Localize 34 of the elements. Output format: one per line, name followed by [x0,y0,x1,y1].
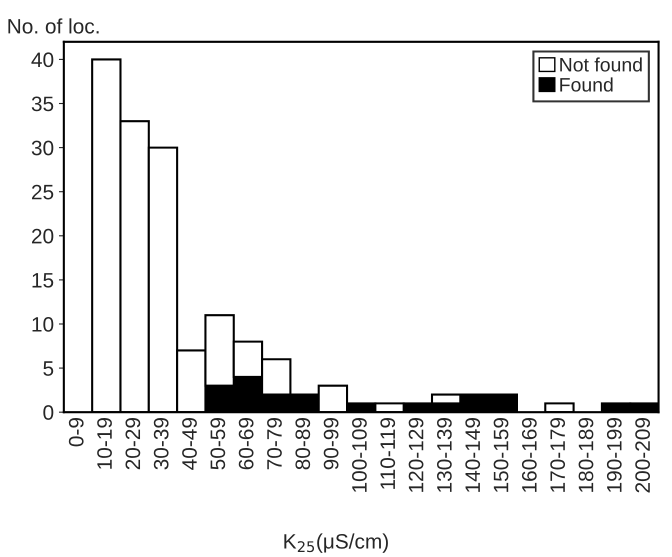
x-tick-label: 90-99 [324,418,338,470]
x-tick-label: 80-89 [295,418,310,470]
y-tick-label: 40 [31,52,54,68]
y-tick-label: 10 [32,316,54,332]
y-tick-label: 20 [32,228,54,244]
y-tick-label: 15 [32,273,54,288]
y-tick-label: 5 [43,361,54,376]
x-tick-label: 60-69 [238,418,254,470]
x-tick-label: 70-79 [267,418,282,470]
x-tick-label: 170-179 [550,418,566,492]
x-tick-label: 0-9 [68,418,84,446]
x-tick-label: 160-169 [522,418,537,492]
y-axis-title: No. of loc. [8,18,99,34]
x-tick-label: 150-159 [494,418,508,492]
x-tick-label: 120-129 [408,418,424,492]
y-tick-label: 25 [32,184,54,200]
legend-label: Found [560,77,613,92]
x-tick-label: 100-109 [352,418,367,492]
x-tick-label: 200-209 [635,418,650,492]
x-tick-label: 180-189 [578,418,594,492]
legend-label: Not found [560,57,642,72]
x-axis-title: K$_{25}$(μS/cm) [284,533,388,553]
x-tick-label: 30-39 [154,418,169,470]
x-tick-label: 110-119 [380,418,396,489]
x-tick-label: 10-19 [97,418,112,469]
x-tick-label: 130-139 [437,418,452,492]
x-tick-label: 20-29 [125,418,140,470]
y-tick-label: 35 [32,96,54,112]
y-tick-label: 30 [32,140,54,156]
x-tick-label: 190-199 [606,418,622,492]
x-tick-label: 140-149 [465,418,480,492]
x-tick-label: 40-49 [182,418,197,470]
y-tick-label: 0 [43,405,54,420]
x-tick-label: 50-59 [210,418,226,470]
